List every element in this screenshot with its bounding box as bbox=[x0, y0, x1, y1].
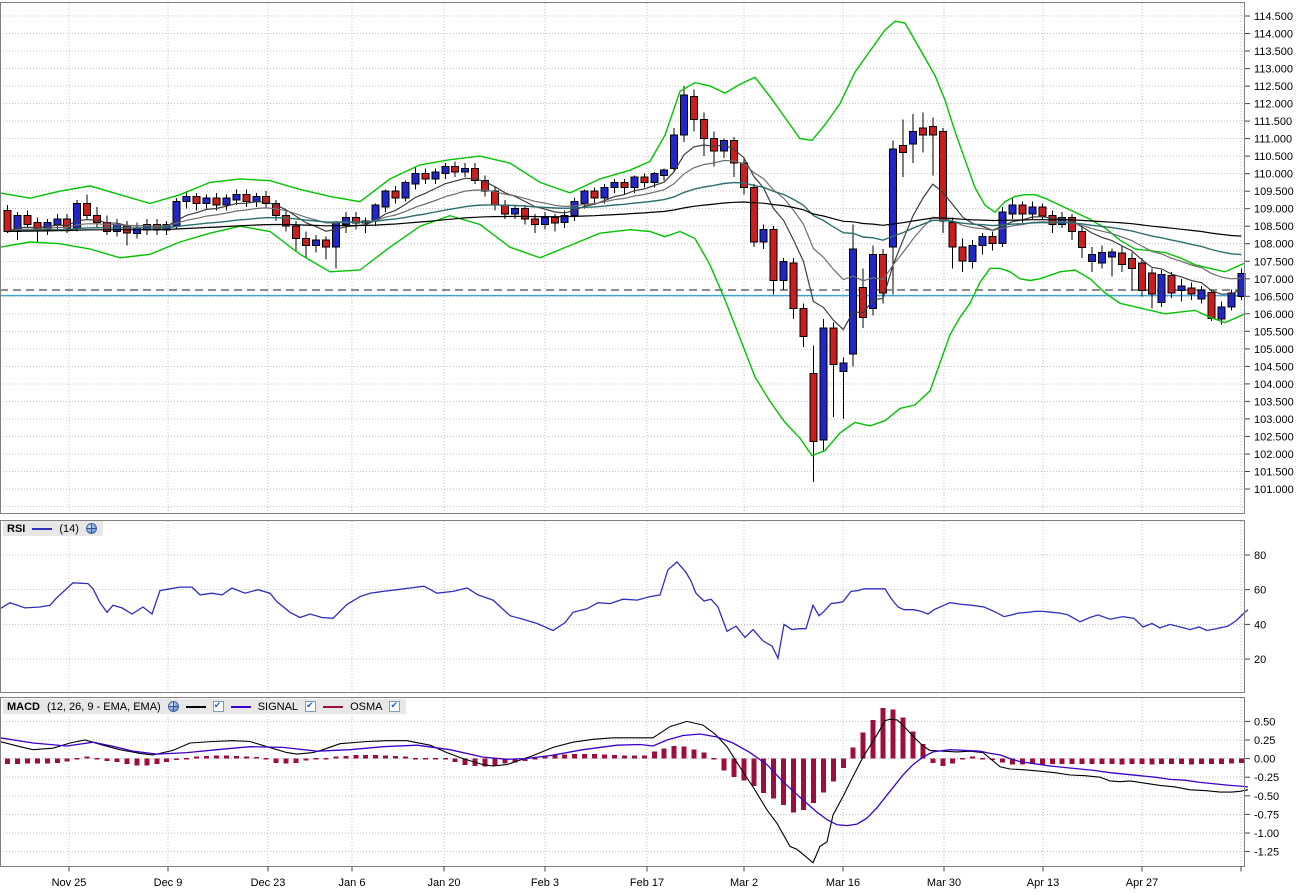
macd-properties-globe-icon[interactable] bbox=[167, 701, 179, 712]
macd-signal-line bbox=[0, 733, 1249, 827]
signal-label: SIGNAL bbox=[257, 700, 299, 713]
svg-text:0.00: 0.00 bbox=[1254, 754, 1275, 766]
rsi-label-bar: RSI (14) bbox=[3, 521, 103, 536]
svg-text:-1.25: -1.25 bbox=[1254, 847, 1279, 859]
svg-text:101.500: 101.500 bbox=[1254, 467, 1294, 479]
moving-average-45 bbox=[7, 181, 1242, 256]
svg-text:113.000: 113.000 bbox=[1254, 64, 1293, 76]
svg-text:110.000: 110.000 bbox=[1254, 169, 1293, 181]
svg-text:109.000: 109.000 bbox=[1254, 204, 1294, 216]
bollinger-lower-band bbox=[0, 214, 1246, 457]
rsi-axis-labels: 80 60 40 20 bbox=[1245, 550, 1266, 666]
osma-label: OSMA bbox=[350, 700, 383, 713]
macd-indicator-name: MACD bbox=[7, 700, 40, 713]
rsi-indicator-name: RSI bbox=[7, 522, 26, 535]
svg-text:111.500: 111.500 bbox=[1254, 116, 1292, 128]
svg-text:114.000: 114.000 bbox=[1254, 29, 1293, 41]
svg-text:Mar 2: Mar 2 bbox=[730, 877, 758, 889]
moving-average-110 bbox=[7, 201, 1242, 237]
svg-text:Apr 27: Apr 27 bbox=[1126, 877, 1158, 889]
svg-text:0.25: 0.25 bbox=[1254, 735, 1275, 747]
price-axis-labels: 114.500 114.000 113.500 113.000 112.500 112.0… bbox=[1245, 11, 1294, 496]
price-axis[interactable] bbox=[1245, 0, 1311, 867]
svg-text:114.500: 114.500 bbox=[1254, 11, 1293, 23]
svg-text:111.000: 111.000 bbox=[1254, 134, 1292, 146]
svg-text:109.500: 109.500 bbox=[1254, 186, 1294, 198]
svg-text:80: 80 bbox=[1254, 550, 1266, 562]
svg-text:103.500: 103.500 bbox=[1254, 396, 1294, 408]
svg-text:108.500: 108.500 bbox=[1254, 221, 1294, 233]
svg-text:-0.25: -0.25 bbox=[1254, 772, 1279, 784]
macd-axis-labels: 0.50 0.25 0.00 -0.25 -0.50 -0.75 -1.00 -1.25 bbox=[1245, 716, 1279, 859]
svg-text:104.500: 104.500 bbox=[1254, 361, 1294, 373]
svg-text:105.000: 105.000 bbox=[1254, 344, 1294, 356]
rsi-properties-globe-icon[interactable] bbox=[85, 523, 97, 534]
svg-text:101.000: 101.000 bbox=[1254, 484, 1294, 496]
rsi-panel[interactable] bbox=[0, 520, 1245, 693]
rsi-line bbox=[0, 560, 1249, 661]
svg-text:107.000: 107.000 bbox=[1254, 274, 1294, 286]
svg-text:-0.75: -0.75 bbox=[1254, 809, 1279, 821]
svg-text:110.500: 110.500 bbox=[1254, 151, 1293, 163]
svg-text:60: 60 bbox=[1254, 585, 1266, 597]
macd-panel[interactable] bbox=[0, 697, 1245, 867]
moving-average-8 bbox=[7, 144, 1242, 331]
svg-text:112.500: 112.500 bbox=[1254, 81, 1293, 93]
svg-text:102.000: 102.000 bbox=[1254, 449, 1294, 461]
svg-text:105.500: 105.500 bbox=[1254, 326, 1294, 338]
svg-text:106.500: 106.500 bbox=[1254, 291, 1294, 303]
svg-text:102.500: 102.500 bbox=[1254, 431, 1294, 443]
svg-text:107.500: 107.500 bbox=[1254, 256, 1294, 268]
svg-text:108.000: 108.000 bbox=[1254, 239, 1294, 251]
macd-indicator-params: (12, 26, 9 - EMA, EMA) bbox=[47, 700, 161, 713]
svg-text:112.000: 112.000 bbox=[1254, 99, 1293, 111]
macd-line-sample bbox=[185, 705, 206, 708]
svg-text:Jan 20: Jan 20 bbox=[427, 877, 460, 889]
svg-text:Jan 6: Jan 6 bbox=[339, 877, 366, 889]
svg-text:Apr 13: Apr 13 bbox=[1027, 877, 1059, 889]
svg-text:106.000: 106.000 bbox=[1254, 309, 1294, 321]
svg-text:Feb 17: Feb 17 bbox=[630, 877, 664, 889]
svg-text:Feb 3: Feb 3 bbox=[531, 877, 559, 889]
svg-text:Mar 30: Mar 30 bbox=[927, 877, 961, 889]
svg-text:103.000: 103.000 bbox=[1254, 414, 1294, 426]
osma-checkbox[interactable] bbox=[389, 700, 401, 712]
svg-text:20: 20 bbox=[1254, 654, 1266, 666]
signal-line-sample bbox=[230, 705, 251, 708]
main-price-panel[interactable] bbox=[0, 2, 1245, 514]
svg-text:113.500: 113.500 bbox=[1254, 46, 1293, 58]
osma-line-sample bbox=[323, 705, 344, 708]
svg-text:Dec 23: Dec 23 bbox=[251, 877, 286, 889]
rsi-line-sample bbox=[32, 527, 53, 530]
svg-text:104.000: 104.000 bbox=[1254, 379, 1294, 391]
panel-frames bbox=[0, 2, 1245, 867]
rsi-indicator-params: (14) bbox=[59, 522, 79, 535]
svg-text:Nov 25: Nov 25 bbox=[52, 877, 87, 889]
svg-text:-0.50: -0.50 bbox=[1254, 791, 1279, 803]
time-axis[interactable] bbox=[0, 867, 1245, 895]
svg-text:Dec 9: Dec 9 bbox=[154, 877, 183, 889]
svg-text:40: 40 bbox=[1254, 619, 1266, 631]
macd-label-bar: MACD (12, 26, 9 - EMA, EMA) SIGNAL OSMA bbox=[3, 699, 407, 714]
signal-checkbox[interactable] bbox=[305, 700, 317, 712]
svg-text:0.50: 0.50 bbox=[1254, 716, 1275, 728]
svg-text:-1.00: -1.00 bbox=[1254, 828, 1279, 840]
macd-line-checkbox[interactable] bbox=[212, 700, 224, 712]
time-axis-labels: Nov 25 Dec 9 Dec 23 Jan 6 Jan 20 Feb 3 Feb 17 M… bbox=[52, 866, 1242, 889]
svg-text:Mar 16: Mar 16 bbox=[826, 877, 860, 889]
bollinger-upper-band bbox=[0, 20, 1246, 273]
